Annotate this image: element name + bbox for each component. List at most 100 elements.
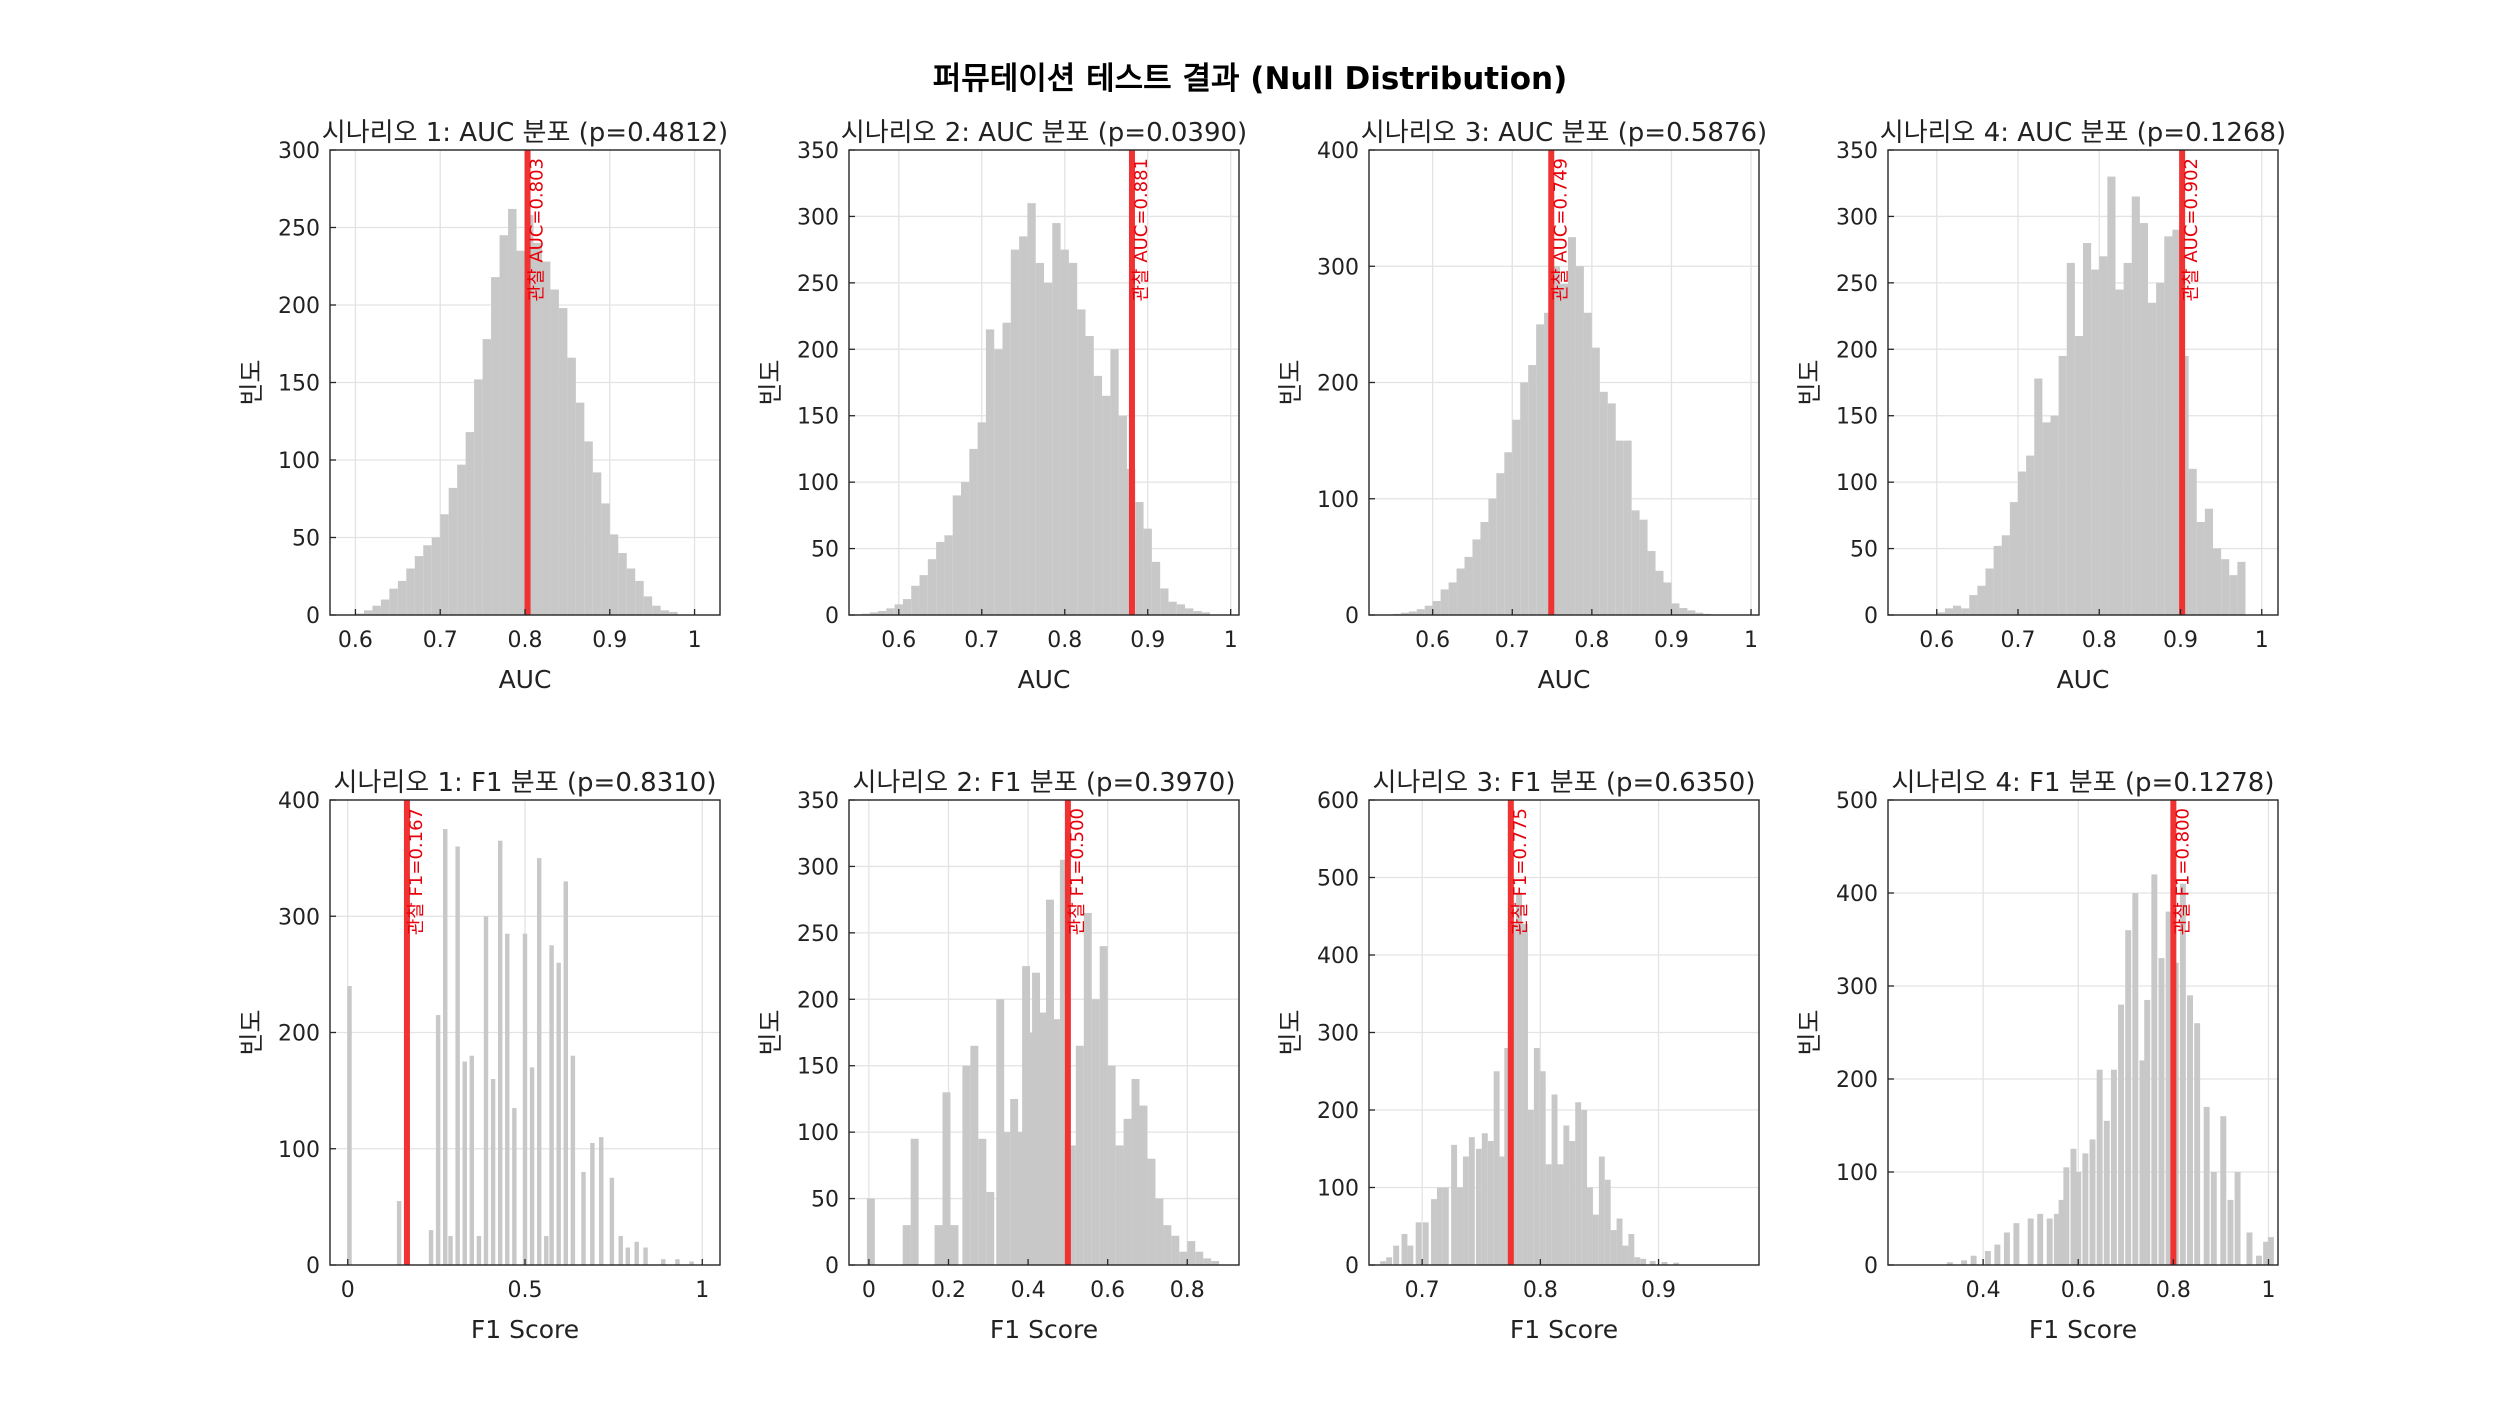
- histogram-bar: [443, 829, 448, 1265]
- histogram-bar: [2050, 415, 2059, 615]
- histogram-bar: [1592, 1214, 1599, 1265]
- histogram-bar: [1401, 1234, 1408, 1265]
- x-tick-label: 0.5: [508, 1278, 543, 1303]
- y-tick-label: 200: [278, 294, 320, 319]
- x-axis-label: F1 Score: [990, 1315, 1098, 1344]
- histogram-bar: [1102, 395, 1111, 615]
- x-axis-label: F1 Score: [471, 1315, 579, 1344]
- y-tick-label: 150: [797, 1055, 839, 1080]
- histogram-bar: [1504, 452, 1513, 615]
- y-tick-label: 350: [1836, 139, 1878, 164]
- histogram-bar: [431, 537, 441, 615]
- histogram-bar: [910, 1138, 919, 1265]
- histogram-bar: [2220, 1116, 2227, 1265]
- histogram-bar: [1457, 1187, 1463, 1265]
- histogram-bar: [2172, 229, 2181, 615]
- histogram-bar: [986, 1191, 995, 1265]
- x-tick-label: 1: [2255, 628, 2269, 653]
- histogram-bar: [1123, 1118, 1132, 1265]
- y-tick-label: 0: [306, 604, 320, 629]
- histogram-bar: [1456, 568, 1465, 615]
- histogram-bar: [2210, 1172, 2217, 1265]
- histogram-bar: [878, 611, 887, 615]
- x-tick-label: 0.6: [1919, 628, 1954, 653]
- y-tick-label: 0: [1345, 604, 1359, 629]
- observed-value-label: 관찰 AUC=0.881: [1131, 158, 1152, 302]
- histogram-bar: [1994, 1244, 2001, 1265]
- histogram-bar: [2144, 999, 2151, 1265]
- panel-title: 시나리오 3: F1 분포 (p=0.6350): [1373, 768, 1756, 798]
- histogram-bar: [1022, 966, 1031, 1265]
- histogram-bar: [522, 933, 528, 1265]
- histogram-bar: [1567, 237, 1576, 615]
- histogram-bar: [902, 1225, 911, 1265]
- histogram-bar: [1083, 912, 1092, 1265]
- histogram-bar: [440, 514, 449, 615]
- histogram-bar: [2164, 236, 2173, 615]
- histogram-bar: [1610, 1230, 1617, 1265]
- histogram-bar: [1408, 611, 1417, 615]
- histogram-bar: [1569, 1141, 1576, 1265]
- histogram-bar: [1462, 1156, 1469, 1265]
- x-tick-label: 0.6: [1415, 628, 1450, 653]
- histogram-bar: [1075, 1045, 1084, 1265]
- histogram-bar: [1969, 595, 1978, 615]
- histogram-bar: [2110, 1069, 2117, 1265]
- histogram-bar: [1687, 610, 1696, 615]
- histogram-bar: [1448, 582, 1457, 615]
- histogram-bar: [1059, 859, 1068, 1265]
- y-tick-label: 300: [1836, 205, 1878, 230]
- chart-panel-5: 관찰 F1=0.167 0 0.5 1 0 100 200 300 400 F1 Score 빈도 시…: [237, 768, 721, 1344]
- x-tick-label: 1: [1744, 628, 1758, 653]
- histogram-bar: [465, 432, 475, 615]
- histogram-bar: [2234, 1172, 2241, 1265]
- x-axis-label: F1 Score: [1510, 1315, 1618, 1344]
- y-tick-label: 300: [1836, 975, 1878, 1000]
- histogram-bar: [599, 1137, 604, 1265]
- histogram-bar: [1091, 999, 1100, 1265]
- histogram-bar: [1639, 519, 1648, 615]
- histogram-bar: [2083, 243, 2092, 615]
- x-axis-label: AUC: [1018, 665, 1071, 694]
- histogram-bar: [1640, 1258, 1647, 1265]
- histogram-bar: [1557, 1164, 1564, 1265]
- histogram-bar: [661, 1259, 666, 1265]
- histogram-bar: [2115, 289, 2124, 615]
- histogram-bar: [550, 289, 559, 615]
- histogram-bar: [2229, 575, 2238, 615]
- histogram-bar: [355, 613, 364, 615]
- histogram-bar: [866, 1198, 875, 1265]
- chart-panel-6: 관찰 F1=0.500 0 0.2 0.4 0.6 0.8 0 50 100 150 200 250 3…: [756, 768, 1240, 1344]
- chart-panel-8: 관찰 F1=0.800 0.4 0.6 0.8 1 0 100 200 300 400 500 F1 …: [1795, 768, 2279, 1344]
- x-tick-label: 0.6: [881, 628, 916, 653]
- histogram-bar: [1179, 1251, 1188, 1265]
- histogram-bar: [1499, 1156, 1506, 1265]
- histogram-bar: [1663, 582, 1672, 615]
- histogram-bar: [927, 559, 937, 615]
- histogram-bar: [996, 999, 1005, 1265]
- y-tick-label: 350: [797, 789, 839, 814]
- chart-panel-7: 관찰 F1=0.775 0.7 0.8 0.9 0 100 200 300 400 500 600 F…: [1276, 768, 1760, 1344]
- histogram-bar: [2188, 468, 2197, 615]
- histogram-bar: [2131, 196, 2140, 615]
- y-tick-label: 200: [278, 1022, 320, 1047]
- histogram-bar: [886, 608, 895, 615]
- x-axis-label: AUC: [2057, 665, 2110, 694]
- histogram-bar: [482, 339, 492, 615]
- histogram-bar: [1386, 1257, 1393, 1265]
- histogram-bar: [985, 329, 995, 615]
- y-tick-label: 200: [797, 338, 839, 363]
- histogram-bar: [1560, 283, 1568, 615]
- histogram-bar: [934, 1225, 943, 1265]
- y-tick-label: 200: [1317, 1099, 1359, 1124]
- histogram-bar: [1622, 1245, 1629, 1265]
- histogram-bar: [499, 235, 509, 615]
- histogram-bar: [1442, 1187, 1449, 1265]
- y-tick-label: 0: [825, 604, 839, 629]
- histogram-bar: [2267, 1237, 2274, 1265]
- histogram-bar: [1615, 440, 1624, 615]
- histogram-bar: [2089, 1139, 2096, 1265]
- histogram-bar: [1201, 612, 1210, 615]
- histogram-bar: [581, 1172, 586, 1265]
- x-tick-label: 0.7: [1405, 1278, 1440, 1303]
